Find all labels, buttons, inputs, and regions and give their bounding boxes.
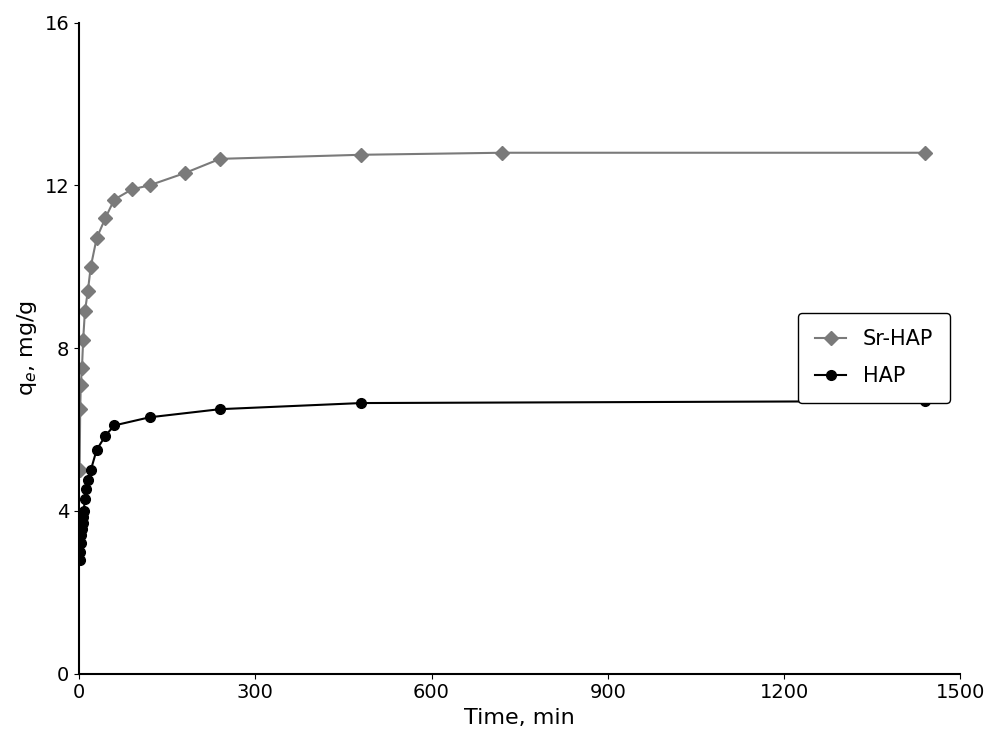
HAP bbox=[144, 413, 156, 422]
Line: HAP: HAP bbox=[75, 396, 930, 565]
Sr-HAP bbox=[108, 195, 120, 204]
HAP bbox=[77, 519, 89, 528]
Sr-HAP bbox=[76, 364, 88, 373]
HAP bbox=[77, 513, 89, 522]
Line: Sr-HAP: Sr-HAP bbox=[75, 148, 930, 475]
Sr-HAP bbox=[355, 150, 367, 159]
HAP bbox=[79, 494, 91, 503]
HAP bbox=[74, 555, 86, 564]
HAP bbox=[78, 507, 90, 516]
Sr-HAP bbox=[179, 169, 191, 178]
Sr-HAP bbox=[214, 155, 226, 163]
HAP bbox=[76, 525, 88, 533]
HAP bbox=[75, 539, 87, 548]
HAP bbox=[355, 398, 367, 407]
HAP bbox=[108, 421, 120, 430]
Sr-HAP bbox=[496, 149, 508, 158]
Sr-HAP bbox=[75, 380, 87, 389]
HAP bbox=[214, 405, 226, 414]
HAP bbox=[91, 445, 103, 454]
Sr-HAP bbox=[126, 185, 138, 194]
HAP bbox=[919, 397, 931, 406]
Sr-HAP bbox=[82, 287, 94, 296]
Sr-HAP bbox=[85, 262, 97, 271]
Legend: Sr-HAP, HAP: Sr-HAP, HAP bbox=[798, 313, 950, 403]
HAP bbox=[85, 466, 97, 475]
HAP bbox=[82, 476, 94, 485]
Sr-HAP bbox=[74, 405, 86, 414]
Sr-HAP bbox=[74, 466, 86, 475]
HAP bbox=[99, 431, 111, 440]
Sr-HAP bbox=[77, 336, 89, 345]
HAP bbox=[74, 547, 86, 556]
Sr-HAP bbox=[79, 307, 91, 316]
X-axis label: Time, min: Time, min bbox=[464, 708, 575, 728]
Sr-HAP bbox=[91, 234, 103, 243]
Sr-HAP bbox=[144, 181, 156, 189]
Sr-HAP bbox=[99, 213, 111, 222]
HAP bbox=[80, 484, 92, 493]
Sr-HAP bbox=[919, 149, 931, 158]
Y-axis label: q$_{e}$, mg/g: q$_{e}$, mg/g bbox=[15, 300, 39, 396]
HAP bbox=[75, 531, 87, 540]
